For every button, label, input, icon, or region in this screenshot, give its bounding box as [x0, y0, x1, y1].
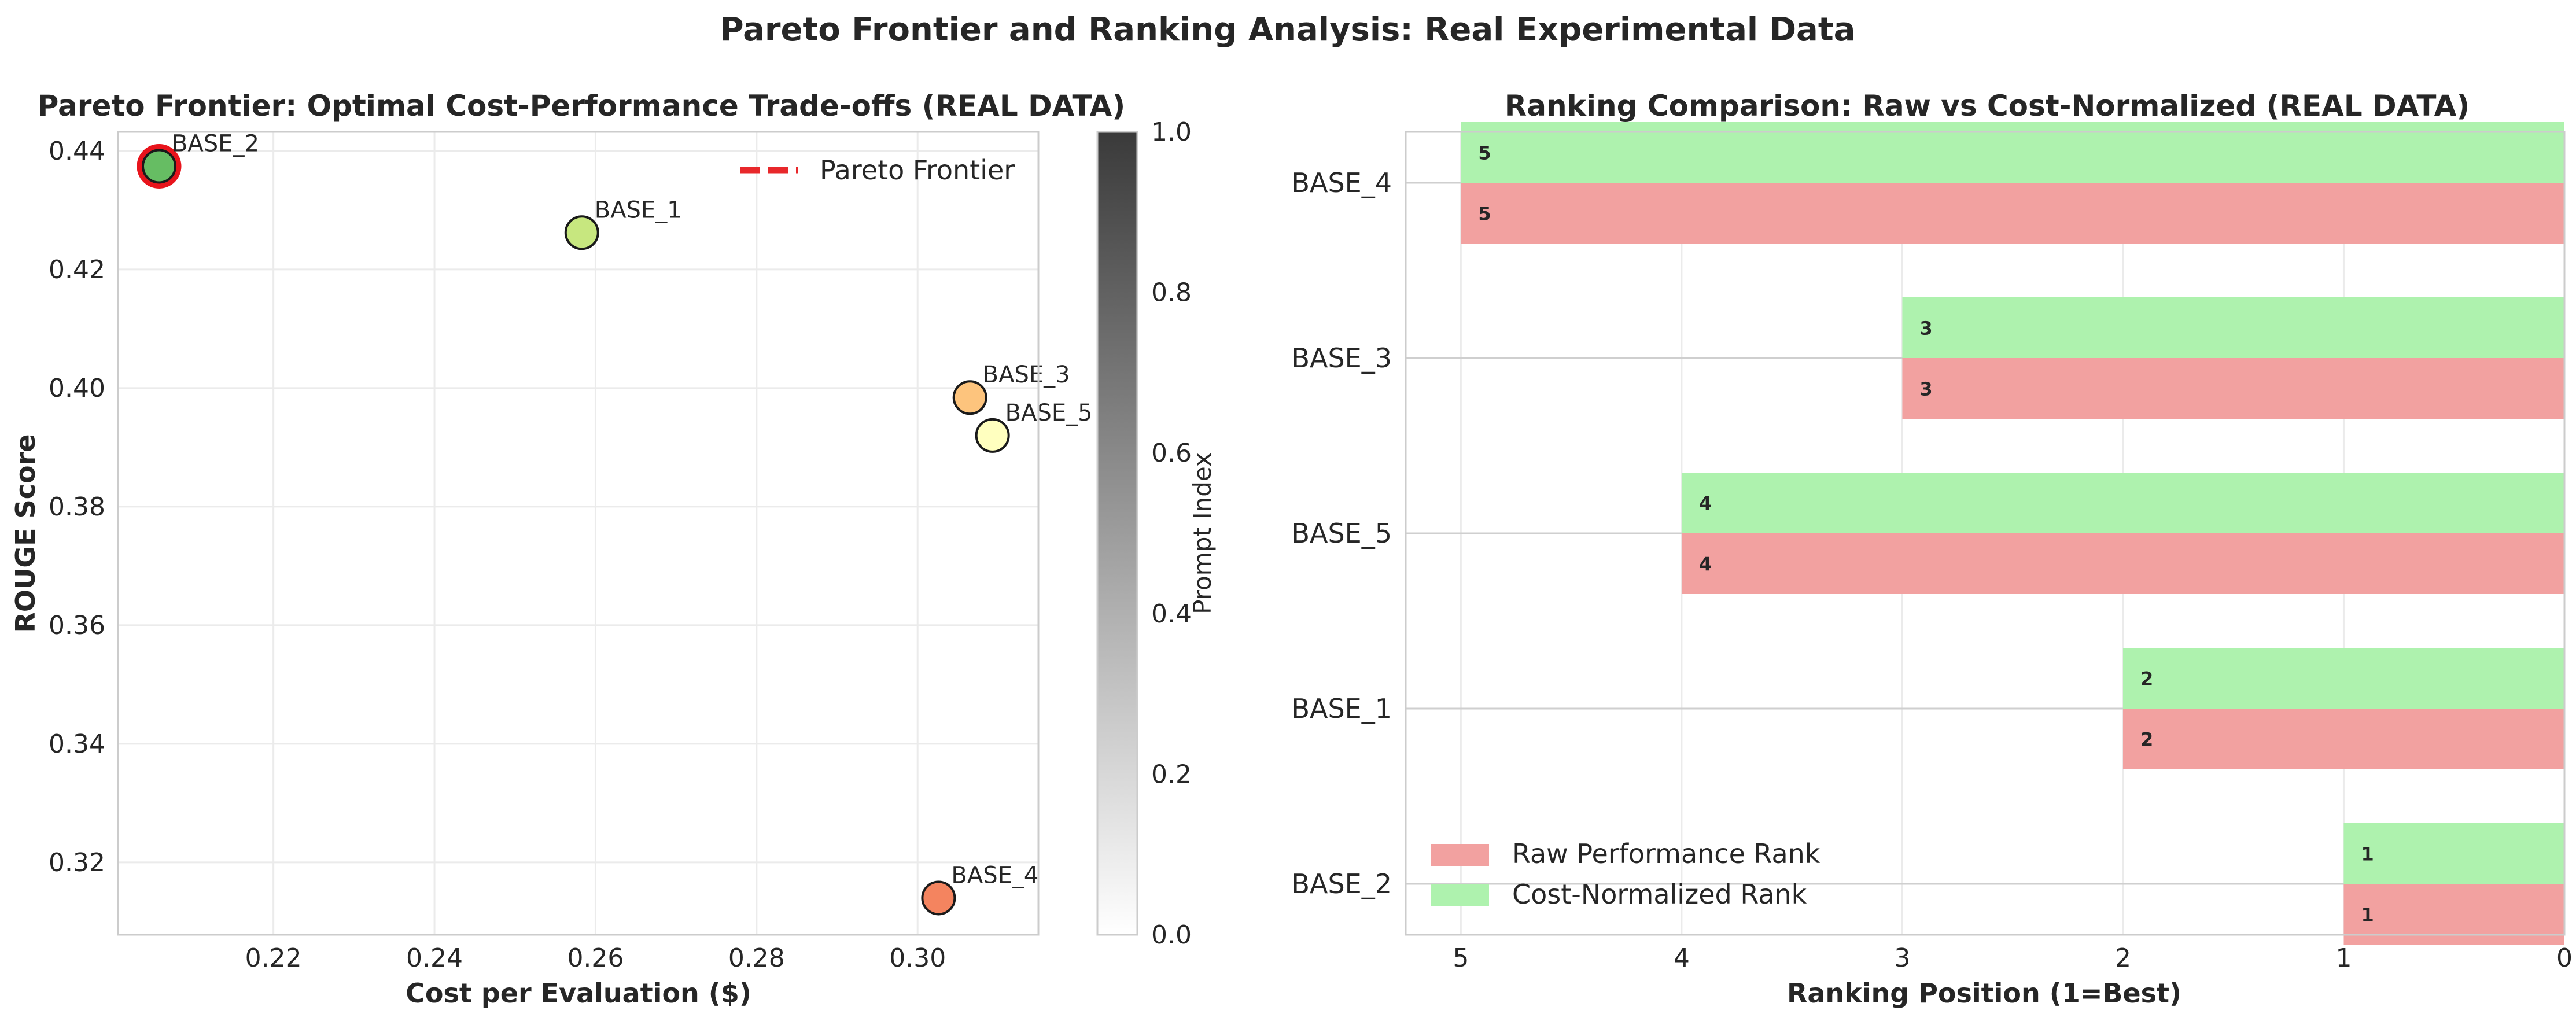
cost-normalized-rank-bar — [2122, 648, 2564, 709]
scatter-y-tick-label: 0.38 — [49, 492, 105, 522]
colorbar-tick-label: 0.6 — [1151, 438, 1192, 468]
scatter-x-tick-label: 0.28 — [728, 943, 785, 973]
raw-rank-value-label: 1 — [2361, 904, 2374, 926]
ranking-legend-swatch — [1431, 884, 1489, 906]
cost-normalized-rank-bar — [2343, 823, 2564, 884]
scatter-y-tick-label: 0.44 — [49, 137, 105, 166]
ranking-legend-swatch — [1431, 844, 1489, 866]
ranking-title: Ranking Comparison: Raw vs Cost-Normaliz… — [1505, 89, 2470, 123]
ranking-category-label: BASE_2 — [1291, 868, 1392, 899]
ranking-x-axis-label: Ranking Position (1=Best) — [1787, 978, 2181, 1009]
ranking-bars: 1 1 2 2 4 4 3 3 5 5 — [1461, 122, 2564, 945]
raw-rank-bar — [1461, 183, 2564, 244]
colorbar-tick-label: 0.2 — [1151, 759, 1192, 789]
scatter-grid — [118, 132, 1038, 935]
ranking-x-tick-label: 5 — [1453, 943, 1469, 973]
ranking-category-label: BASE_1 — [1291, 693, 1392, 724]
ranking-legend: Raw Performance Rank Cost-Normalized Rank — [1431, 838, 1820, 910]
scatter-point — [952, 380, 987, 415]
scatter-point-label: BASE_2 — [172, 130, 259, 157]
raw-rank-value-label: 5 — [1478, 203, 1491, 225]
ranking-category-label: BASE_4 — [1291, 167, 1392, 198]
raw-rank-bar — [1902, 358, 2564, 419]
scatter-x-tick-label: 0.22 — [245, 943, 302, 973]
scatter-title: Pareto Frontier: Optimal Cost-Performanc… — [38, 89, 1125, 123]
scatter-marks: BASE_2 BASE_1 BASE_3 BASE_5 BASE_4 — [137, 130, 1093, 916]
scatter-y-tick-label: 0.32 — [49, 848, 105, 877]
scatter-point-label: BASE_5 — [1005, 400, 1093, 426]
scatter-frame — [117, 131, 1040, 936]
scatter-x-ticks: 0.22 0.24 0.26 0.28 0.30 — [245, 943, 946, 973]
cost-normalized-rank-bar — [1902, 297, 2564, 358]
scatter-y-tick-label: 0.42 — [49, 255, 105, 285]
cost-normalized-rank-value-label: 1 — [2361, 843, 2374, 865]
cost-normalized-rank-value-label: 5 — [1478, 142, 1491, 164]
scatter-legend: Pareto Frontier — [740, 154, 1015, 186]
ranking-x-tick-label: 3 — [1894, 943, 1910, 973]
cost-normalized-rank-value-label: 4 — [1699, 493, 1712, 515]
scatter-point-label: BASE_1 — [595, 197, 682, 223]
colorbar-tick-label: 0.4 — [1151, 599, 1192, 629]
raw-rank-value-label: 4 — [1699, 554, 1712, 576]
scatter-x-tick-label: 0.26 — [567, 943, 624, 973]
ranking-frame — [1405, 131, 2566, 936]
colorbar-tick-label: 1.0 — [1151, 117, 1192, 147]
scatter-point — [921, 880, 956, 916]
cost-normalized-rank-value-label: 3 — [1919, 318, 1932, 340]
pareto-highlight-ring — [137, 143, 182, 189]
scatter-x-axis-label: Cost per Evaluation ($) — [406, 978, 751, 1009]
raw-rank-bar — [1681, 533, 2564, 594]
ranking-x-tick-label: 4 — [1674, 943, 1690, 973]
scatter-y-tick-label: 0.36 — [49, 611, 105, 640]
ranking-x-ticks: 5 4 3 2 1 0 — [1453, 943, 2573, 973]
ranking-legend-label: Raw Performance Rank — [1512, 838, 1820, 869]
scatter-point-label: BASE_3 — [983, 362, 1070, 388]
ranking-y-ticks: BASE_2 BASE_1 BASE_5 BASE_3 BASE_4 — [1291, 167, 1392, 899]
cost-normalized-rank-bar — [1681, 473, 2564, 533]
scatter-x-tick-label: 0.24 — [406, 943, 463, 973]
figure-title: Pareto Frontier and Ranking Analysis: Re… — [720, 11, 1856, 49]
scatter-point — [564, 215, 599, 250]
colorbar-tick-label: 0.0 — [1151, 920, 1192, 950]
scatter-point-label: BASE_4 — [951, 862, 1038, 888]
pareto-scatter-chart: Pareto Frontier: Optimal Cost-Performanc… — [10, 89, 1217, 1009]
ranking-x-tick-label: 1 — [2335, 943, 2352, 973]
ranking-x-tick-label: 0 — [2556, 943, 2573, 973]
scatter-point — [975, 418, 1010, 453]
raw-rank-value-label: 2 — [2140, 729, 2153, 751]
scatter-y-tick-label: 0.34 — [49, 729, 105, 759]
colorbar-tick-label: 0.8 — [1151, 278, 1192, 308]
ranking-legend-label: Cost-Normalized Rank — [1512, 879, 1807, 910]
scatter-point — [141, 149, 176, 184]
ranking-x-tick-label: 2 — [2115, 943, 2131, 973]
scatter-y-ticks: 0.32 0.34 0.36 0.38 0.40 0.42 0.44 — [49, 137, 105, 877]
ranking-bar-chart: Ranking Comparison: Raw vs Cost-Normaliz… — [1291, 89, 2573, 1009]
scatter-x-tick-label: 0.30 — [889, 943, 946, 973]
ranking-category-label: BASE_3 — [1291, 342, 1392, 374]
raw-rank-value-label: 3 — [1919, 378, 1932, 400]
ranking-category-label: BASE_5 — [1291, 518, 1392, 549]
cost-normalized-rank-value-label: 2 — [2140, 668, 2153, 690]
colorbar — [1096, 131, 1138, 936]
raw-rank-bar — [2122, 709, 2564, 769]
scatter-y-axis-label: ROUGE Score — [10, 434, 41, 633]
colorbar-label: Prompt Index — [1188, 452, 1217, 614]
colorbar-ticks: 0.0 0.2 0.4 0.6 0.8 1.0 — [1151, 117, 1192, 950]
pareto-frontier-legend-label: Pareto Frontier — [820, 154, 1015, 186]
scatter-y-tick-label: 0.40 — [49, 374, 105, 403]
